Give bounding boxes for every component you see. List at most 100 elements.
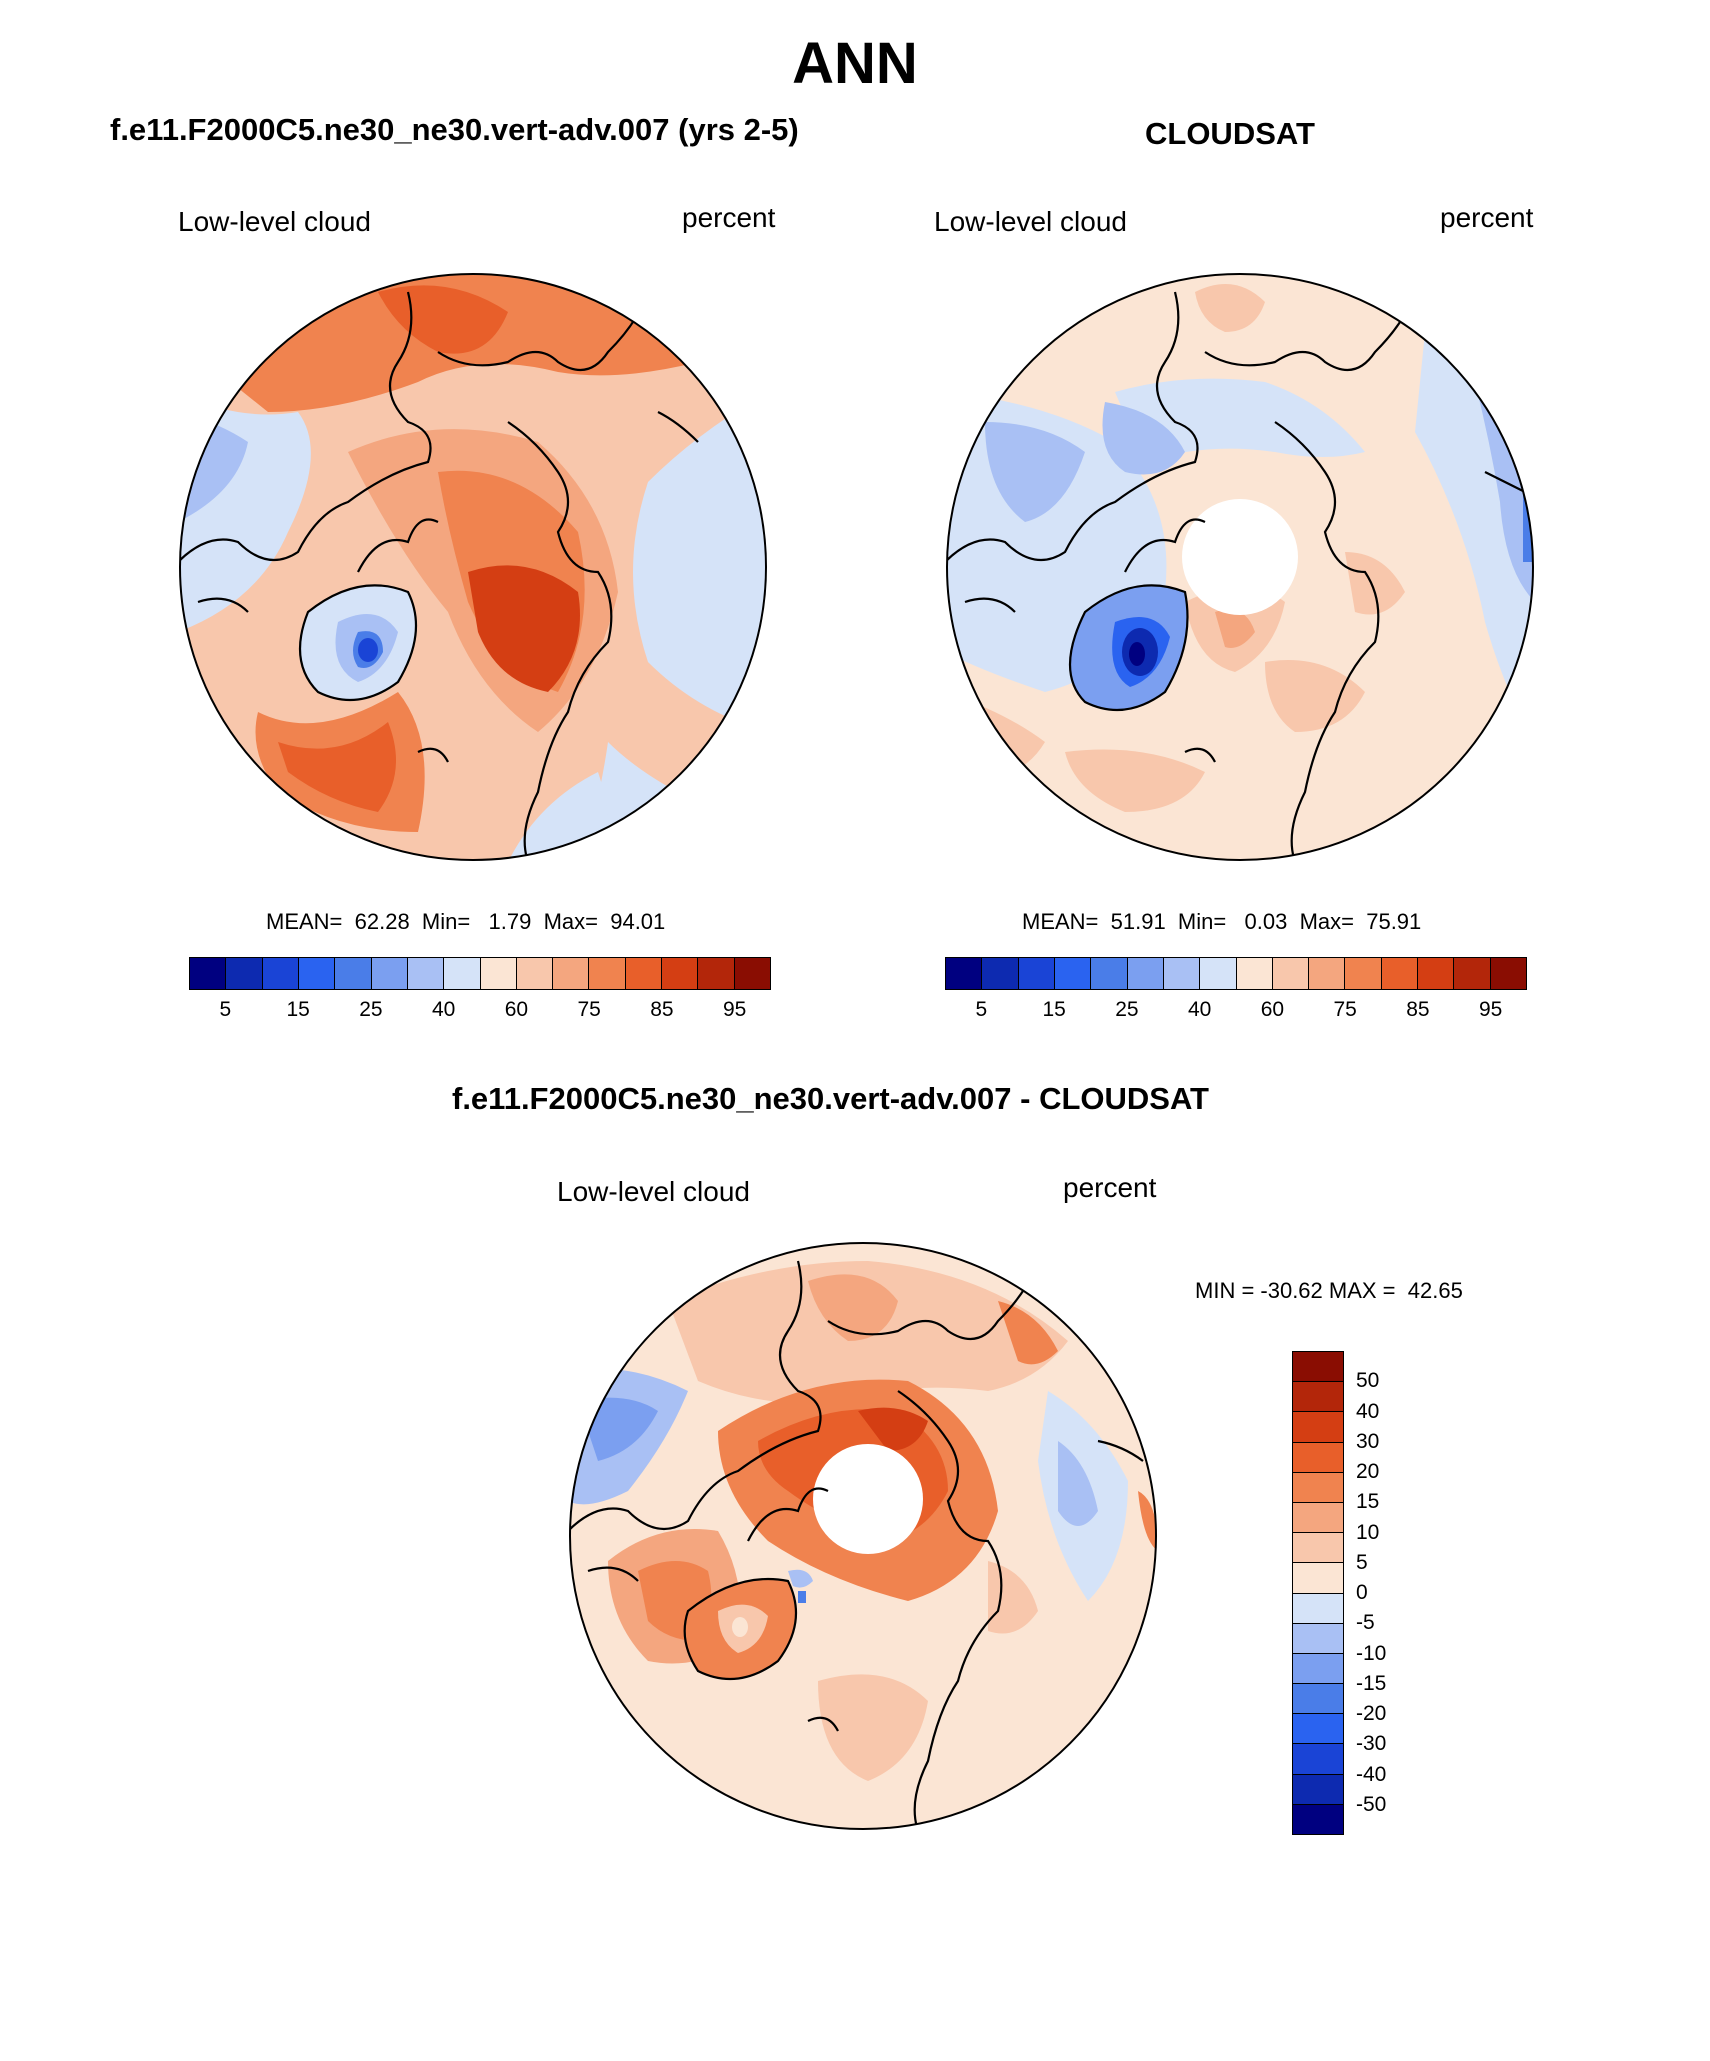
- obs-panel-title: CLOUDSAT: [1145, 116, 1315, 151]
- model-colorbar-swatch: [262, 958, 299, 989]
- model-colorbar-label: 25: [359, 998, 383, 1021]
- diff-colorbar-swatch: [1293, 1653, 1343, 1685]
- model-polar-map: [179, 273, 767, 861]
- obs-colorbar-ticks: 5 15 25 40 60 75 85 95: [945, 998, 1527, 1024]
- obs-colorbar-swatch: [1272, 958, 1310, 989]
- model-colorbar-label: 85: [650, 998, 674, 1021]
- diff-units-label: percent: [1063, 1172, 1157, 1203]
- obs-variable-label: Low-level cloud: [934, 206, 1127, 237]
- model-units-label: percent: [682, 202, 776, 233]
- diff-colorbar-label: -40: [1356, 1762, 1387, 1786]
- diff-panel-title: f.e11.F2000C5.ne30_ne30.vert-adv.007 - C…: [452, 1081, 1209, 1116]
- diff-polar-map: [569, 1242, 1157, 1830]
- model-colorbar-swatch: [734, 958, 770, 989]
- obs-colorbar-label: 95: [1478, 998, 1503, 1021]
- obs-colorbar-swatch: [1091, 958, 1128, 989]
- obs-colorbar-swatch: [946, 958, 983, 989]
- diff-colorbar-label: 5: [1356, 1550, 1368, 1574]
- model-panel-title: f.e11.F2000C5.ne30_ne30.vert-adv.007 (yr…: [110, 112, 799, 147]
- model-colorbar-label: 75: [577, 998, 601, 1021]
- model-colorbar-swatch: [589, 958, 626, 989]
- obs-colorbar-label: 75: [1333, 998, 1357, 1021]
- obs-units-label: percent: [1440, 202, 1534, 233]
- diff-colorbar-swatch: [1293, 1502, 1343, 1534]
- obs-colorbar-swatch: [1054, 958, 1092, 989]
- obs-colorbar-label: 5: [975, 998, 988, 1021]
- diff-colorbar-swatch: [1293, 1804, 1343, 1834]
- diff-colorbar-swatch: [1293, 1744, 1343, 1775]
- model-colorbar-swatch: [226, 958, 263, 989]
- obs-stats: MEAN= 51.91 Min= 0.03 Max= 75.91: [1022, 909, 1422, 934]
- model-colorbar-swatch: [190, 958, 227, 989]
- diff-colorbar-swatch: [1293, 1352, 1343, 1383]
- model-colorbar-swatch: [371, 958, 408, 989]
- model-colorbar: [189, 957, 771, 990]
- obs-colorbar-swatch: [1490, 958, 1526, 989]
- model-colorbar-label: 95: [722, 998, 747, 1021]
- obs-polar-map: [946, 273, 1534, 861]
- model-colorbar-swatch: [662, 958, 699, 989]
- obs-colorbar-swatch: [982, 958, 1019, 989]
- diff-colorbar-swatch: [1293, 1472, 1343, 1503]
- diff-colorbar-label: -10: [1356, 1641, 1387, 1665]
- obs-colorbar-swatch: [1018, 958, 1055, 989]
- diff-colorbar-label: 30: [1356, 1429, 1380, 1453]
- model-colorbar-swatch: [444, 958, 481, 989]
- diff-colorbar-swatch: [1293, 1382, 1343, 1413]
- diff-colorbar-label: 50: [1356, 1369, 1380, 1393]
- diff-colorbar: [1292, 1351, 1344, 1835]
- diff-colorbar-label: -50: [1356, 1792, 1387, 1816]
- model-colorbar-label: 60: [504, 998, 529, 1021]
- model-colorbar-swatch: [698, 958, 735, 989]
- diff-colorbar-swatch: [1293, 1563, 1343, 1594]
- model-stats: MEAN= 62.28 Min= 1.79 Max= 94.01: [266, 909, 666, 934]
- diff-colorbar-label: 40: [1356, 1399, 1380, 1423]
- obs-colorbar-swatch: [1418, 958, 1455, 989]
- diff-colorbar-swatch: [1293, 1593, 1343, 1624]
- obs-colorbar-swatch: [1381, 958, 1419, 989]
- model-colorbar-swatch: [625, 958, 663, 989]
- model-colorbar-label: 5: [219, 998, 232, 1021]
- diff-colorbar-label: 20: [1356, 1460, 1380, 1483]
- obs-colorbar-swatch: [1345, 958, 1382, 989]
- diff-colorbar-swatch: [1293, 1412, 1343, 1443]
- diff-colorbar-label: -30: [1356, 1732, 1387, 1756]
- diff-colorbar-label: 15: [1356, 1490, 1380, 1514]
- obs-colorbar-swatch: [1236, 958, 1273, 989]
- diff-colorbar-swatch: [1293, 1533, 1343, 1564]
- model-colorbar-swatch: [516, 958, 554, 989]
- diff-colorbar-swatch: [1293, 1714, 1343, 1745]
- obs-colorbar-swatch: [1309, 958, 1346, 989]
- obs-colorbar-label: 60: [1260, 998, 1285, 1021]
- obs-colorbar-swatch: [1127, 958, 1164, 989]
- diff-colorbar-label: -20: [1356, 1702, 1387, 1725]
- diff-colorbar-ticks: 50 40 30 20 15 10 5 0 -5 -10 -15 -20 -30…: [1356, 1351, 1416, 1835]
- model-variable-label: Low-level cloud: [178, 206, 371, 237]
- diff-colorbar-label: -5: [1356, 1611, 1375, 1635]
- model-colorbar-label: 40: [431, 998, 456, 1021]
- diff-colorbar-label: 10: [1356, 1520, 1380, 1544]
- obs-colorbar-swatch: [1163, 958, 1201, 989]
- obs-colorbar-swatch: [1454, 958, 1491, 989]
- diff-colorbar-swatch: [1293, 1774, 1343, 1805]
- diff-colorbar-swatch: [1293, 1442, 1343, 1473]
- model-colorbar-swatch: [480, 958, 517, 989]
- diff-colorbar-swatch: [1293, 1623, 1343, 1654]
- obs-colorbar-label: 85: [1406, 998, 1430, 1021]
- diff-variable-label: Low-level cloud: [557, 1176, 750, 1207]
- model-colorbar-label: 15: [286, 998, 310, 1021]
- obs-colorbar-label: 40: [1187, 998, 1212, 1021]
- figure-title: ANN: [792, 31, 918, 96]
- model-colorbar-swatch: [298, 958, 336, 989]
- obs-colorbar-swatch: [1200, 958, 1237, 989]
- model-colorbar-swatch: [407, 958, 445, 989]
- model-colorbar-ticks: 5 15 25 40 60 75 85 95: [189, 998, 771, 1024]
- diff-colorbar-label: 0: [1356, 1581, 1368, 1604]
- diff-stats: MIN = -30.62 MAX = 42.65: [1195, 1278, 1463, 1303]
- model-colorbar-swatch: [553, 958, 590, 989]
- diff-colorbar-label: -15: [1356, 1671, 1387, 1695]
- obs-colorbar: [945, 957, 1527, 990]
- diff-colorbar-swatch: [1293, 1684, 1343, 1715]
- obs-colorbar-label: 25: [1115, 998, 1139, 1021]
- model-colorbar-swatch: [335, 958, 372, 989]
